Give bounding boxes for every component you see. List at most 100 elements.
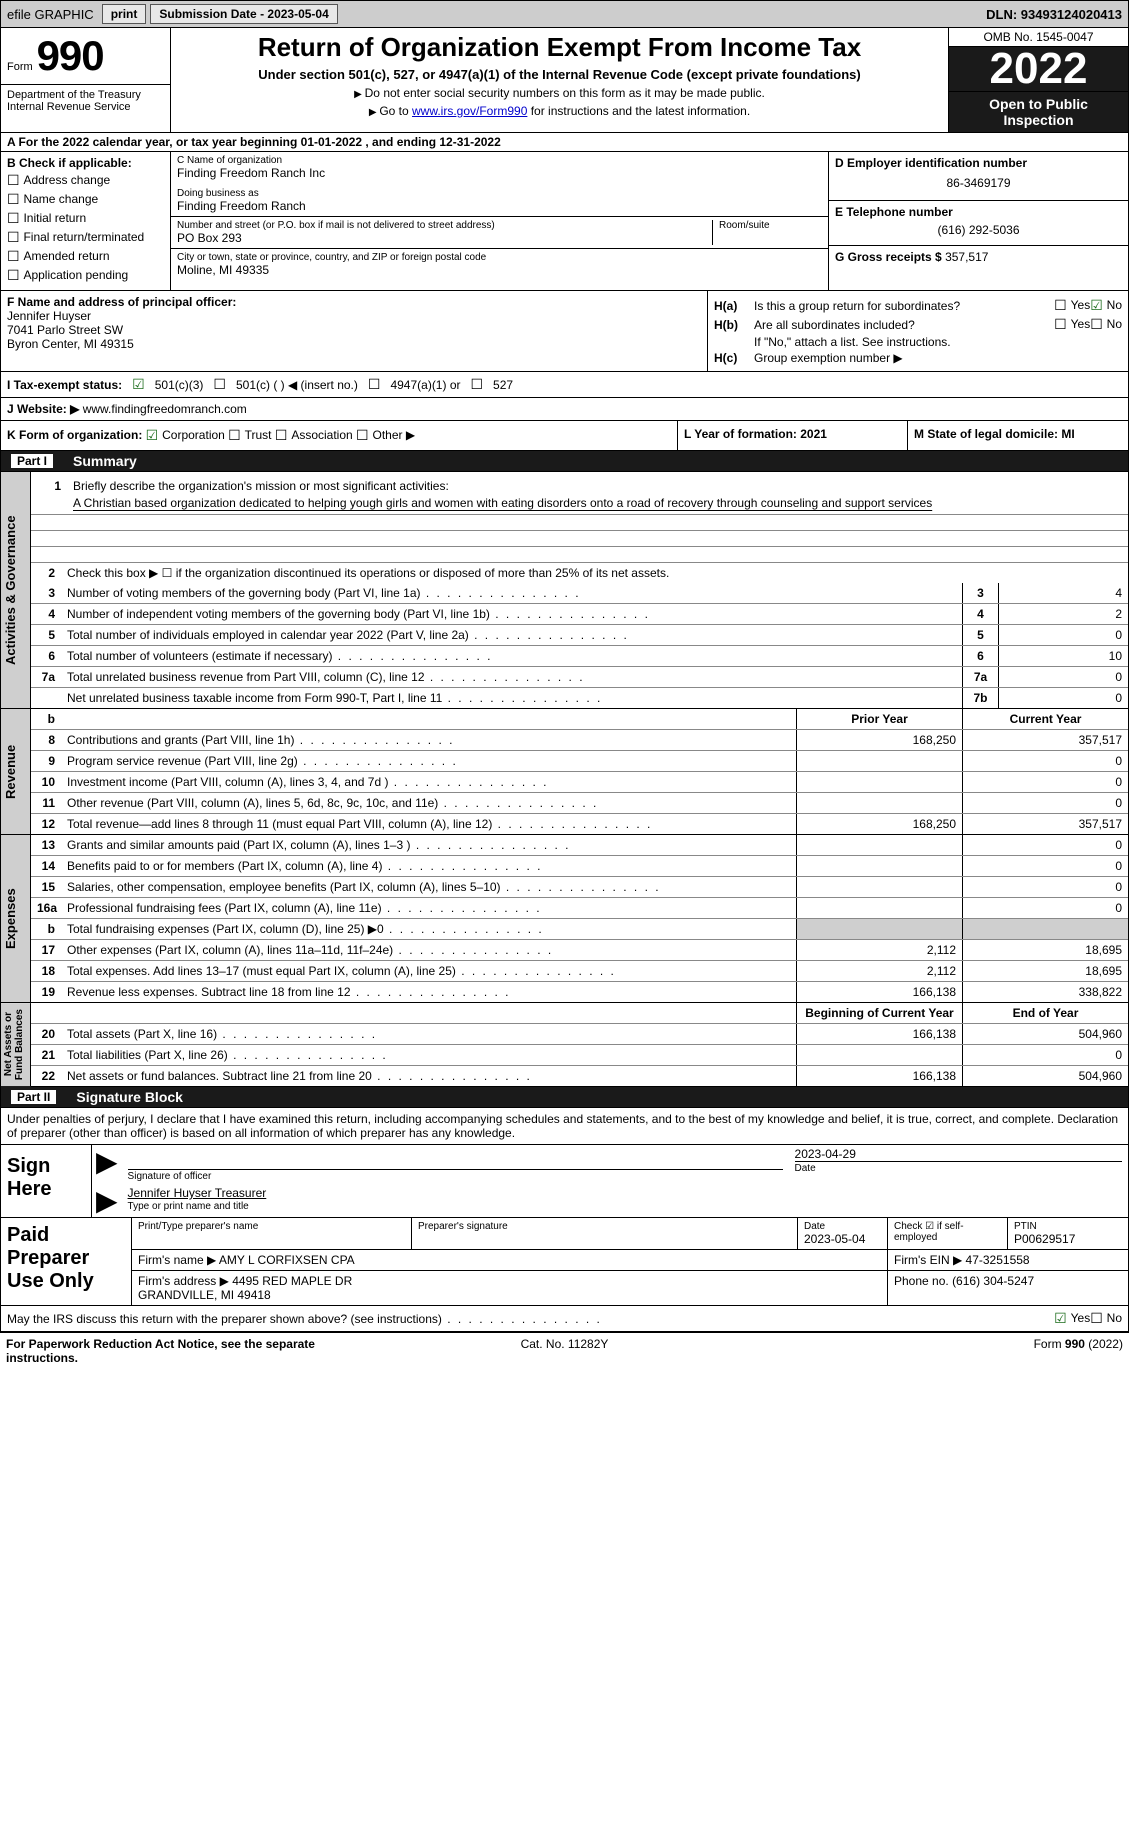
print-button[interactable]: print bbox=[102, 4, 147, 24]
row-fh: F Name and address of principal officer:… bbox=[0, 291, 1129, 372]
exp-row-15: 15Salaries, other compensation, employee… bbox=[31, 877, 1128, 898]
irs-link[interactable]: www.irs.gov/Form990 bbox=[412, 104, 527, 118]
status-4947[interactable] bbox=[368, 376, 381, 393]
summary-exp: Expenses 13Grants and similar amounts pa… bbox=[0, 835, 1129, 1003]
efile-label: efile GRAPHIC bbox=[1, 7, 100, 22]
exp-row-14: 14Benefits paid to or for members (Part … bbox=[31, 856, 1128, 877]
note-ssn: Do not enter social security numbers on … bbox=[179, 86, 940, 100]
rev-row-10: 10Investment income (Part VIII, column (… bbox=[31, 772, 1128, 793]
check-application-pending[interactable]: Application pending bbox=[7, 267, 164, 284]
vtab-na: Net Assets or Fund Balances bbox=[1, 1003, 31, 1086]
exp-row-18: 18Total expenses. Add lines 13–17 (must … bbox=[31, 961, 1128, 982]
vtab-rev: Revenue bbox=[1, 709, 31, 834]
rev-row-8: 8Contributions and grants (Part VIII, li… bbox=[31, 730, 1128, 751]
summary-rev: Revenue b Prior Year Current Year 8Contr… bbox=[0, 709, 1129, 835]
firm-name: AMY L CORFIXSEN CPA bbox=[219, 1253, 355, 1267]
column-d: D Employer identification number 86-3469… bbox=[828, 152, 1128, 290]
declaration-text: Under penalties of perjury, I declare th… bbox=[0, 1108, 1129, 1145]
rev-row-11: 11Other revenue (Part VIII, column (A), … bbox=[31, 793, 1128, 814]
check-initial-return[interactable]: Initial return bbox=[7, 210, 164, 227]
exp-row-16a: 16aProfessional fundraising fees (Part I… bbox=[31, 898, 1128, 919]
part1-header: Part I Summary bbox=[0, 451, 1129, 472]
form-header: Form 990 Department of the Treasury Inte… bbox=[0, 28, 1129, 133]
gross-receipts: 357,517 bbox=[945, 250, 988, 264]
sign-arrow-icon: ▶ bbox=[92, 1145, 122, 1184]
org-trust[interactable] bbox=[228, 428, 244, 442]
officer-name: Jennifer Huyser Treasurer bbox=[128, 1186, 1122, 1200]
summary-row-4: 4Number of independent voting members of… bbox=[31, 604, 1128, 625]
sign-arrow-icon-2: ▶ bbox=[92, 1184, 122, 1217]
summary-na: Net Assets or Fund Balances Beginning of… bbox=[0, 1003, 1129, 1087]
org-assoc[interactable] bbox=[275, 428, 291, 442]
ptin: P00629517 bbox=[1014, 1232, 1122, 1246]
check-address-change[interactable]: Address change bbox=[7, 172, 164, 189]
ha-yes[interactable]: Yes bbox=[1054, 297, 1090, 314]
part2-header: Part II Signature Block bbox=[0, 1087, 1129, 1108]
org-name: Finding Freedom Ranch Inc bbox=[177, 166, 822, 180]
section-a: A For the 2022 calendar year, or tax yea… bbox=[0, 133, 1129, 152]
row-i: I Tax-exempt status: 501(c)(3) 501(c) ( … bbox=[0, 372, 1129, 398]
discuss-row: May the IRS discuss this return with the… bbox=[0, 1306, 1129, 1332]
summary-row-5: 5Total number of individuals employed in… bbox=[31, 625, 1128, 646]
org-corp[interactable] bbox=[146, 428, 162, 442]
sign-here-block: Sign Here ▶ Signature of officer 2023-04… bbox=[0, 1145, 1129, 1218]
submission-date: Submission Date - 2023-05-04 bbox=[150, 4, 337, 24]
dba-name: Finding Freedom Ranch bbox=[177, 199, 822, 213]
hb-no[interactable]: No bbox=[1090, 316, 1122, 333]
city: Moline, MI 49335 bbox=[177, 263, 822, 277]
note-link: Go to www.irs.gov/Form990 for instructio… bbox=[179, 104, 940, 118]
discuss-no[interactable]: No bbox=[1090, 1310, 1122, 1327]
form-title: Return of Organization Exempt From Incom… bbox=[179, 32, 940, 63]
status-527[interactable] bbox=[470, 376, 483, 393]
row-klm: K Form of organization: Corporation Trus… bbox=[0, 421, 1129, 451]
ha-no[interactable]: No bbox=[1090, 297, 1122, 314]
check-amended-return[interactable]: Amended return bbox=[7, 248, 164, 265]
top-toolbar: efile GRAPHIC print Submission Date - 20… bbox=[0, 0, 1129, 28]
na-row-20: 20Total assets (Part X, line 16)166,1385… bbox=[31, 1024, 1128, 1045]
phone: (616) 292-5036 bbox=[835, 219, 1122, 241]
row-j: J Website: ▶ www.findingfreedomranch.com bbox=[0, 398, 1129, 421]
row-bcd: B Check if applicable: Address changeNam… bbox=[0, 152, 1129, 291]
street: PO Box 293 bbox=[177, 231, 712, 245]
summary-row-7a: 7aTotal unrelated business revenue from … bbox=[31, 667, 1128, 688]
rev-row-12: 12Total revenue—add lines 8 through 11 (… bbox=[31, 814, 1128, 834]
status-501c3[interactable] bbox=[132, 376, 145, 393]
summary-row-6: 6Total number of volunteers (estimate if… bbox=[31, 646, 1128, 667]
firm-phone: (616) 304-5247 bbox=[952, 1274, 1034, 1288]
page-footer: For Paperwork Reduction Act Notice, see … bbox=[0, 1332, 1129, 1369]
tax-year: 2022 bbox=[949, 47, 1128, 92]
department-label: Department of the Treasury Internal Reve… bbox=[1, 84, 171, 132]
discuss-yes[interactable]: Yes bbox=[1054, 1310, 1090, 1327]
title-column: Return of Organization Exempt From Incom… bbox=[171, 28, 948, 132]
exp-row-b: bTotal fundraising expenses (Part IX, co… bbox=[31, 919, 1128, 940]
check-final-return-terminated[interactable]: Final return/terminated bbox=[7, 229, 164, 246]
vtab-exp: Expenses bbox=[1, 835, 31, 1002]
exp-row-13: 13Grants and similar amounts paid (Part … bbox=[31, 835, 1128, 856]
exp-row-17: 17Other expenses (Part IX, column (A), l… bbox=[31, 940, 1128, 961]
dln-label: DLN: 93493124020413 bbox=[980, 7, 1128, 22]
na-row-21: 21Total liabilities (Part X, line 26)0 bbox=[31, 1045, 1128, 1066]
summary-row-7b: Net unrelated business taxable income fr… bbox=[31, 688, 1128, 708]
column-h: H(a)Is this a group return for subordina… bbox=[708, 291, 1128, 371]
summary-row-3: 3Number of voting members of the governi… bbox=[31, 583, 1128, 604]
mission-text: A Christian based organization dedicated… bbox=[37, 496, 1122, 510]
status-501c[interactable] bbox=[213, 376, 226, 393]
form-number-box: Form 990 bbox=[1, 28, 171, 84]
summary-ag: Activities & Governance 1Briefly describ… bbox=[0, 472, 1129, 709]
check-name-change[interactable]: Name change bbox=[7, 191, 164, 208]
vtab-ag: Activities & Governance bbox=[1, 472, 31, 708]
hb-yes[interactable]: Yes bbox=[1054, 316, 1090, 333]
na-row-22: 22Net assets or fund balances. Subtract … bbox=[31, 1066, 1128, 1086]
column-c: C Name of organization Finding Freedom R… bbox=[171, 152, 828, 290]
header-right: OMB No. 1545-0047 2022 Open to Public In… bbox=[948, 28, 1128, 132]
column-b: B Check if applicable: Address changeNam… bbox=[1, 152, 171, 290]
org-other[interactable] bbox=[356, 428, 372, 442]
form-subtitle: Under section 501(c), 527, or 4947(a)(1)… bbox=[179, 67, 940, 82]
website: www.findingfreedomranch.com bbox=[79, 402, 246, 416]
column-f: F Name and address of principal officer:… bbox=[1, 291, 708, 371]
rev-row-9: 9Program service revenue (Part VIII, lin… bbox=[31, 751, 1128, 772]
open-inspection: Open to Public Inspection bbox=[949, 92, 1128, 132]
exp-row-19: 19Revenue less expenses. Subtract line 1… bbox=[31, 982, 1128, 1002]
paid-preparer-block: Paid Preparer Use Only Print/Type prepar… bbox=[0, 1218, 1129, 1306]
ein: 86-3469179 bbox=[835, 170, 1122, 196]
